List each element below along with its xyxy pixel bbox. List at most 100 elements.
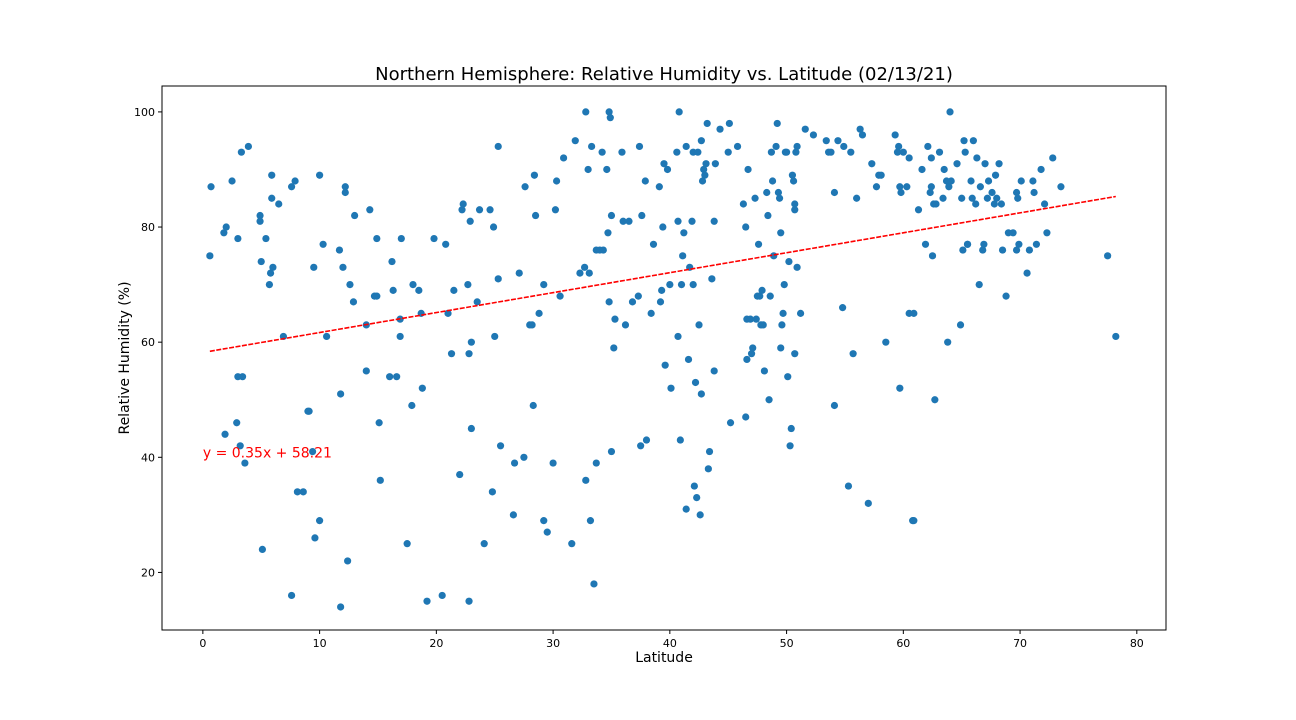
data-point	[944, 338, 952, 346]
data-point	[921, 240, 930, 248]
data-point	[641, 177, 649, 185]
data-point	[779, 309, 787, 317]
data-point	[973, 154, 981, 162]
data-point	[275, 200, 283, 208]
data-point	[726, 419, 735, 427]
data-point	[969, 137, 977, 145]
data-point	[316, 517, 324, 525]
data-point	[891, 131, 899, 139]
data-point	[682, 142, 690, 151]
data-point	[466, 217, 474, 225]
data-point	[415, 286, 423, 294]
data-point	[751, 194, 759, 202]
data-point	[531, 211, 540, 220]
data-point	[1112, 332, 1120, 341]
data-point	[754, 240, 763, 248]
data-point	[238, 373, 247, 381]
data-point	[959, 246, 967, 254]
data-point	[510, 459, 519, 467]
x-tick-label: 60	[896, 637, 910, 650]
y-tick-label: 60	[141, 336, 155, 349]
data-point	[465, 350, 473, 358]
data-point	[984, 177, 993, 185]
data-point	[494, 142, 502, 151]
data-point	[793, 263, 801, 271]
data-point	[789, 177, 798, 185]
data-point	[788, 171, 797, 179]
data-point	[590, 580, 598, 588]
data-point	[373, 234, 381, 243]
data-point	[266, 269, 275, 277]
data-point	[698, 177, 707, 185]
data-point	[679, 252, 687, 260]
data-point	[397, 234, 405, 243]
regression-layer	[209, 195, 1116, 353]
data-point	[993, 194, 1001, 202]
data-point	[990, 200, 998, 208]
data-point	[935, 148, 944, 156]
data-point	[1002, 292, 1010, 300]
data-point	[882, 338, 890, 346]
data-point	[847, 148, 855, 156]
data-point	[700, 165, 708, 174]
data-point	[418, 384, 426, 392]
data-point	[1014, 194, 1022, 202]
data-point	[408, 401, 416, 410]
data-point	[584, 165, 592, 174]
data-point	[207, 183, 215, 191]
data-point	[774, 188, 783, 197]
data-point	[749, 344, 757, 352]
data-point	[791, 200, 799, 208]
data-point	[647, 309, 655, 317]
data-point	[972, 200, 980, 208]
data-point	[792, 148, 800, 156]
data-point	[206, 252, 214, 260]
data-point	[697, 390, 705, 398]
data-point	[895, 142, 903, 151]
data-point	[710, 367, 718, 375]
data-point	[701, 171, 709, 179]
x-tick-label: 20	[429, 637, 443, 650]
data-point	[926, 188, 934, 197]
data-point	[1043, 229, 1051, 237]
data-point	[763, 188, 771, 197]
data-point	[767, 148, 776, 156]
data-point	[756, 292, 764, 300]
data-point	[940, 165, 948, 174]
data-point	[268, 171, 276, 179]
data-point	[975, 281, 983, 289]
data-point	[1032, 240, 1041, 248]
data-point	[233, 419, 241, 427]
data-point	[760, 367, 769, 375]
data-point	[552, 177, 561, 185]
data-point	[628, 298, 637, 306]
x-tick-label: 80	[1130, 637, 1144, 650]
data-point	[979, 246, 987, 254]
data-point	[758, 286, 766, 294]
data-point	[582, 108, 590, 116]
data-point	[1040, 200, 1049, 208]
data-point	[549, 459, 557, 467]
x-tick-label: 70	[1013, 637, 1027, 650]
data-point	[991, 171, 1000, 179]
data-point	[256, 217, 264, 225]
data-point	[780, 281, 788, 289]
data-point	[868, 160, 876, 168]
data-point	[1037, 165, 1045, 174]
x-tick-label: 10	[313, 637, 327, 650]
data-point	[241, 459, 249, 467]
data-point	[958, 194, 966, 202]
data-point	[742, 223, 750, 231]
data-point	[409, 281, 417, 289]
data-point	[316, 171, 324, 179]
data-point	[234, 234, 242, 243]
data-point	[540, 517, 548, 525]
data-point	[430, 234, 438, 243]
data-point	[830, 188, 839, 197]
data-point	[447, 350, 456, 358]
data-point	[237, 148, 245, 156]
data-point	[393, 373, 401, 381]
data-point	[341, 188, 349, 197]
data-point	[752, 315, 760, 323]
